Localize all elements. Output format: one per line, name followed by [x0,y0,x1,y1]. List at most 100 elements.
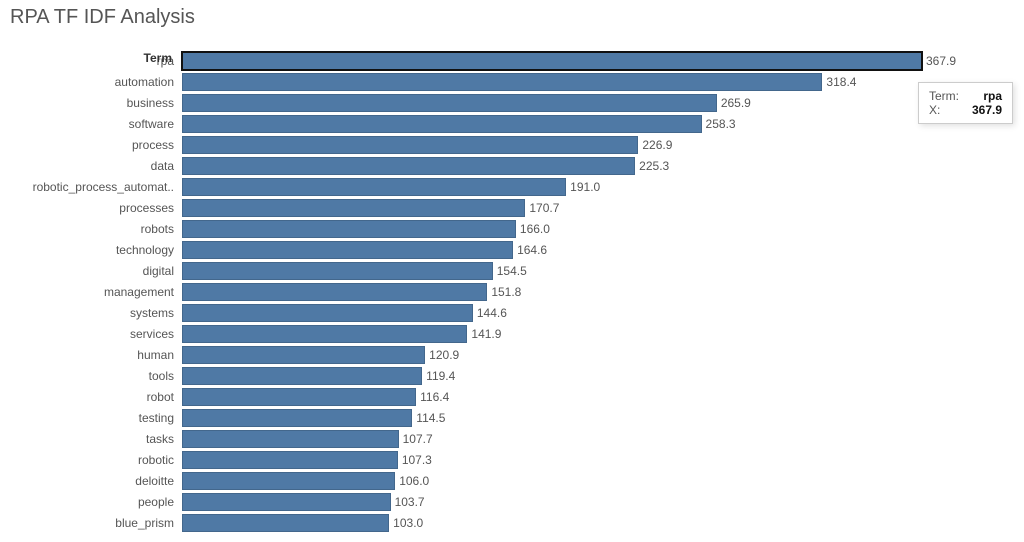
bar[interactable] [182,493,391,511]
y-label: services [10,327,182,341]
tooltip-key: X: [929,103,940,117]
bar-track: 151.8 [182,283,1014,301]
chart-row: robots166.0 [10,219,1014,239]
bar-track: 116.4 [182,388,1014,406]
bar-track: 120.9 [182,346,1014,364]
chart-row: tasks 107.7 [10,429,1014,449]
chart-row: tools119.4 [10,366,1014,386]
value-label: 170.7 [525,201,559,215]
bar[interactable] [182,514,389,532]
bar-track: 154.5 [182,262,1014,280]
bar[interactable] [182,304,473,322]
bar[interactable] [182,136,638,154]
bar-track: 225.3 [182,157,1014,175]
chart-row: deloitte 106.0 [10,471,1014,491]
bar-track: 106.0 [182,472,1014,490]
y-label: tasks [10,432,182,446]
bar[interactable] [182,94,717,112]
chart-row: software258.3 [10,114,1014,134]
bar-track: 258.3 [182,115,1014,133]
tooltip-value: 367.9 [972,103,1002,117]
bar-container: rpa367.9automation318.4business265.9soft… [10,51,1014,533]
bar[interactable] [182,367,422,385]
value-label: 103.0 [389,516,423,530]
value-label: 191.0 [566,180,600,194]
bar-track: 226.9 [182,136,1014,154]
value-label: 154.5 [493,264,527,278]
chart-row: process226.9 [10,135,1014,155]
value-label: 166.0 [516,222,550,236]
bar-track: 170.7 [182,199,1014,217]
y-label: systems [10,306,182,320]
chart-row: blue_prism 103.0 [10,513,1014,533]
bar-track: 191.0 [182,178,1014,196]
y-label: automation [10,75,182,89]
value-label: 103.7 [391,495,425,509]
value-label: 164.6 [513,243,547,257]
bar[interactable] [182,115,702,133]
chart-row: services 141.9 [10,324,1014,344]
chart-title: RPA TF IDF Analysis [0,0,1024,33]
bar[interactable] [182,430,399,448]
bar[interactable] [182,220,516,238]
y-label: technology [10,243,182,257]
value-label: 116.4 [416,390,449,404]
bar-track: 166.0 [182,220,1014,238]
chart-row: automation318.4 [10,72,1014,92]
bar[interactable] [182,178,566,196]
value-label: 106.0 [395,474,429,488]
chart-row: digital154.5 [10,261,1014,281]
value-label: 107.7 [399,432,433,446]
bar-track: 141.9 [182,325,1014,343]
y-label: processes [10,201,182,215]
value-label: 114.5 [412,411,445,425]
bar[interactable] [182,472,395,490]
y-label: blue_prism [10,516,182,530]
bar-track: 318.4 [182,73,1014,91]
y-label: process [10,138,182,152]
bar-track: 107.3 [182,451,1014,469]
y-axis-title: Term [0,51,172,65]
chart-row: people 103.7 [10,492,1014,512]
chart-row: robotic 107.3 [10,450,1014,470]
bar[interactable] [182,73,822,91]
value-label: 151.8 [487,285,521,299]
y-label: robot [10,390,182,404]
y-label: software [10,117,182,131]
bar[interactable] [182,325,467,343]
bar[interactable] [182,157,635,175]
y-label: robotic [10,453,182,467]
bar[interactable] [182,283,487,301]
y-label: robotic_process_automat.. [10,180,182,194]
bar[interactable] [182,388,416,406]
bar-track: 103.0 [182,514,1014,532]
tooltip-row: Term:rpa [929,89,1002,103]
bar[interactable] [182,241,513,259]
bar[interactable] [182,409,412,427]
bar[interactable] [182,451,398,469]
tooltip: Term:rpaX: 367.9 [918,82,1013,124]
bar[interactable] [182,199,525,217]
bar-track: 107.7 [182,430,1014,448]
chart-row: management151.8 [10,282,1014,302]
value-label: 141.9 [467,327,501,341]
chart-row: data 225.3 [10,156,1014,176]
bar[interactable] [182,346,425,364]
y-label: tools [10,369,182,383]
chart-row: robotic_process_automat.. 191.0 [10,177,1014,197]
tooltip-key: Term: [929,89,959,103]
value-label: 225.3 [635,159,669,173]
bar-track: 114.5 [182,409,1014,427]
chart-row: technology 164.6 [10,240,1014,260]
bar[interactable] [182,52,922,70]
y-label: data [10,159,182,173]
chart-row: human120.9 [10,345,1014,365]
chart-row: processes 170.7 [10,198,1014,218]
y-label: business [10,96,182,110]
bar-track: 265.9 [182,94,1014,112]
bar[interactable] [182,262,493,280]
y-label: testing [10,411,182,425]
y-label: people [10,495,182,509]
y-label: deloitte [10,474,182,488]
value-label: 107.3 [398,453,432,467]
